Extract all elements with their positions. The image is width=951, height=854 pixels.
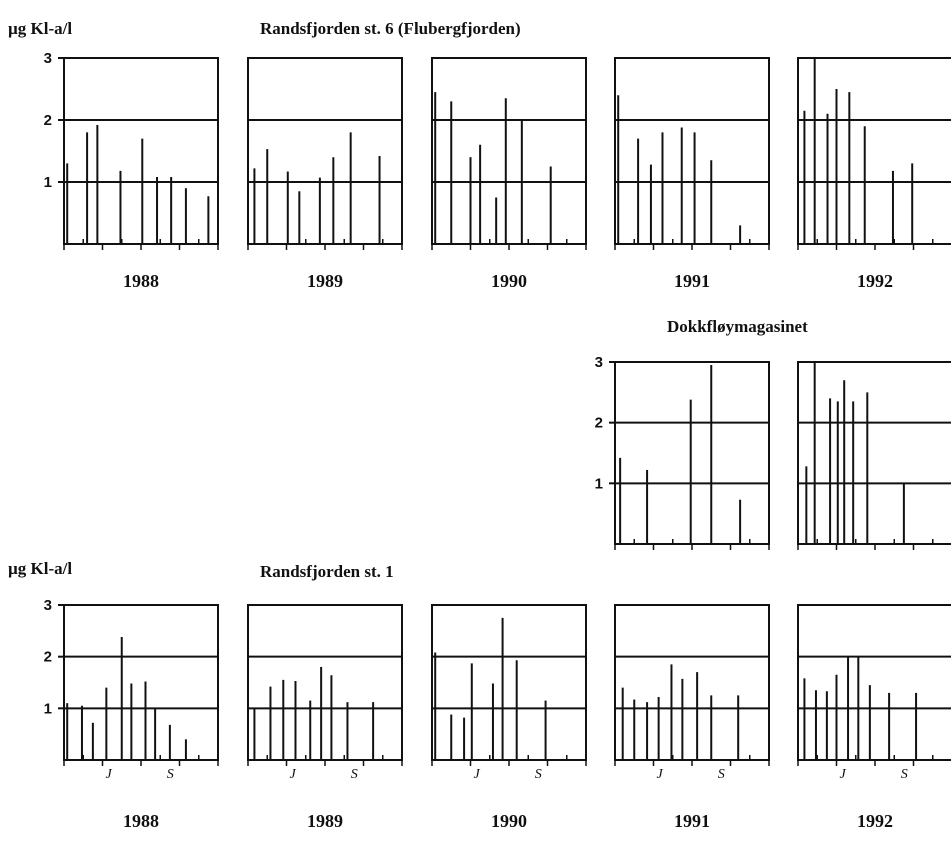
year-label: 1991 <box>674 811 710 831</box>
month-label: J <box>290 767 297 782</box>
panel-frame <box>797 361 951 545</box>
month-label: J <box>840 767 847 782</box>
year-label: 1989 <box>307 811 343 831</box>
panel-frame <box>614 361 770 545</box>
y-tick-label: 2 <box>595 415 603 432</box>
y-tick-label: 2 <box>44 112 52 129</box>
panel-dokk-1991: 1 2 3 <box>595 354 770 550</box>
month-label: J <box>657 767 664 782</box>
panel-st1-1989: J S 1989 <box>247 604 403 831</box>
panel-frame <box>63 604 219 761</box>
panel-st6-1988: 1 2 3 1988 <box>44 50 219 291</box>
year-label: 1992 <box>857 811 893 831</box>
year-label: 1990 <box>491 811 527 831</box>
panel-st1-1992: J S 1992 <box>797 604 951 831</box>
y-tick-label: 1 <box>44 174 52 191</box>
panel-dokk-1992 <box>797 361 951 550</box>
month-label: S <box>535 767 542 782</box>
y-tick-label: 1 <box>595 475 603 492</box>
year-label: 1989 <box>307 271 343 291</box>
panel-st1-1990: J S 1990 <box>431 604 587 831</box>
panel-frame <box>431 57 587 245</box>
year-label: 1992 <box>857 271 893 291</box>
y-tick-label: 3 <box>44 50 52 67</box>
month-label: S <box>351 767 358 782</box>
year-label: 1988 <box>123 811 159 831</box>
panel-st6-1991: 1991 <box>614 57 770 291</box>
month-label: J <box>106 767 113 782</box>
chart-panels: 1 2 3 1988 1989 1990 1991 1992 1 2 3 1 2 3 J S 1988 J S 198… <box>44 50 951 831</box>
year-label: 1988 <box>123 271 159 291</box>
panel-st1-1991: J S 1991 <box>614 604 770 831</box>
y-axis-label-bottom: µg Kl-a/l <box>8 559 72 578</box>
y-tick-label: 3 <box>44 597 52 614</box>
panel-st6-1989: 1989 <box>247 57 403 291</box>
chart-title-st1: Randsfjorden st. 1 <box>260 562 394 581</box>
y-axis-label-top: µg Kl-a/l <box>8 19 72 38</box>
chart-title-st6: Randsfjorden st. 6 (Flubergfjorden) <box>260 19 521 38</box>
month-label: S <box>718 767 725 782</box>
y-tick-label: 1 <box>44 700 52 717</box>
month-label: S <box>901 767 908 782</box>
panel-frame <box>614 604 770 761</box>
panel-st6-1990: 1990 <box>431 57 587 291</box>
month-label: J <box>474 767 481 782</box>
chart-title-dokkfloymagasinet: Dokkfløymagasinet <box>667 317 808 336</box>
panel-st1-1988: 1 2 3 J S 1988 <box>44 597 219 831</box>
y-tick-label: 2 <box>44 649 52 666</box>
month-label: S <box>167 767 174 782</box>
panel-st6-1992: 1992 <box>797 57 951 291</box>
panel-frame <box>797 604 951 761</box>
panel-frame <box>431 604 587 761</box>
y-tick-label: 3 <box>595 354 603 371</box>
year-label: 1990 <box>491 271 527 291</box>
panel-frame <box>797 57 951 245</box>
year-label: 1991 <box>674 271 710 291</box>
